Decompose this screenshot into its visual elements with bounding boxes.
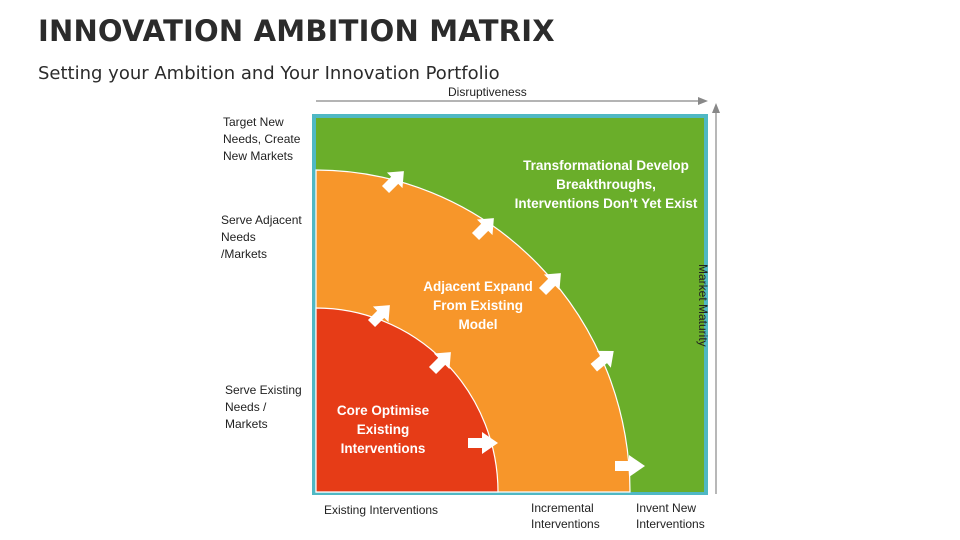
zone-label-line: Breakthroughs, [556, 177, 656, 192]
arrow-icon [538, 273, 561, 296]
arrow-icon [367, 305, 390, 328]
row-label-adjacent-markets: Serve Adjacent Needs /Markets [221, 212, 317, 263]
row-label-existing-markets: Serve Existing Needs / Markets [225, 382, 321, 433]
column-label-line: Invent New [636, 501, 697, 515]
row-label-line: Needs [221, 230, 256, 244]
row-label-line: Needs, Create [223, 132, 301, 146]
arrow-icon [590, 350, 614, 372]
row-label-line: Markets [225, 417, 268, 431]
row-label-line: /Markets [221, 247, 268, 261]
arrow-icon [615, 455, 645, 477]
adjacent-zone-label: Adjacent Expand From Existing Model [408, 277, 548, 334]
column-label-existing: Existing Interventions [324, 502, 438, 518]
page-subtitle: Setting your Ambition and Your Innovatio… [38, 63, 500, 84]
row-label-line: Serve Existing [225, 383, 302, 397]
zone-label-line: Adjacent Expand [423, 279, 533, 294]
market-maturity-axis-arrowhead [712, 103, 720, 113]
arrow-icon [381, 171, 404, 194]
column-label-incremental: Incremental Interventions [531, 500, 600, 532]
zone-label-line: Core Optimise [336, 403, 430, 418]
zone-label-line: Existing [356, 422, 410, 437]
zone-label-line: Interventions Don’t Yet Exist [514, 196, 698, 211]
page-title: INNOVATION AMBITION MATRIX [38, 14, 555, 48]
zone-label-line: From Existing [432, 298, 523, 313]
zone-label-line: Transformational Develop [523, 158, 689, 173]
core-zone-label: Core Optimise Existing Interventions [322, 401, 444, 458]
arrow-icon [468, 432, 498, 454]
disruptiveness-axis-arrowhead [698, 97, 708, 105]
disruptiveness-axis-label: Disruptiveness [448, 85, 527, 99]
row-label-new-markets: Target New Needs, Create New Markets [223, 114, 319, 165]
row-label-line: New Markets [223, 149, 294, 163]
row-label-line: Target New [223, 115, 284, 129]
zone-label-line: Model [458, 317, 498, 332]
transformational-zone-label: Transformational Develop Breakthroughs, … [506, 156, 706, 213]
column-label-line: Incremental [531, 501, 594, 515]
arrow-icon [428, 352, 451, 375]
row-label-line: Serve Adjacent [221, 213, 302, 227]
column-label-line: Interventions [531, 517, 600, 531]
row-label-line: Needs / [225, 400, 267, 414]
zone-label-line: Interventions [340, 441, 426, 456]
column-label-new: Invent New Interventions [636, 500, 705, 532]
column-label-line: Existing Interventions [324, 503, 439, 517]
arrow-icon [471, 218, 494, 241]
column-label-line: Interventions [636, 517, 705, 531]
market-maturity-axis-label: Market Maturity [696, 264, 710, 347]
